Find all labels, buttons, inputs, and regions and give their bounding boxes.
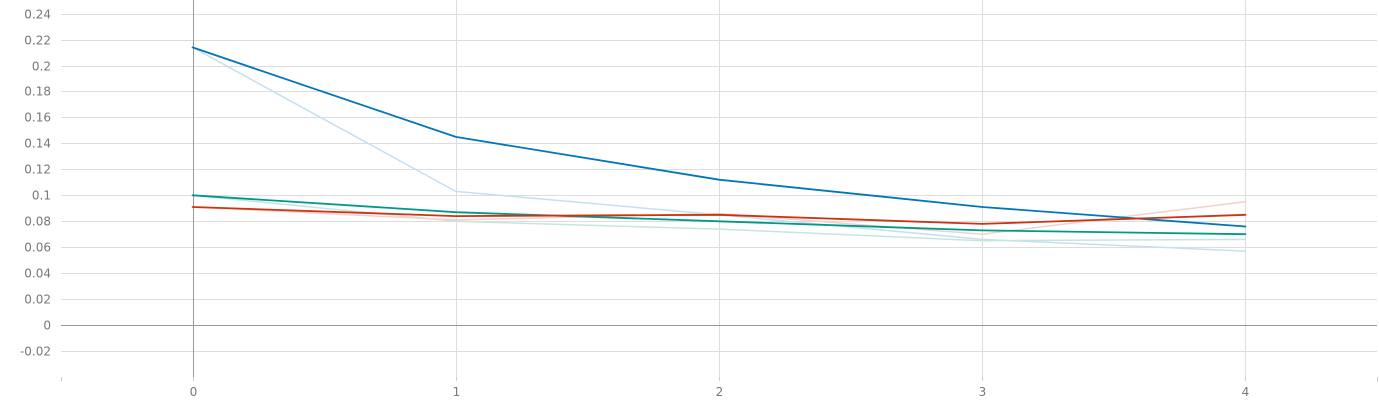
y-tick-label: 0.1	[32, 189, 51, 203]
y-tick-label: 0.14	[24, 137, 51, 151]
y-tick-label: 0.24	[24, 8, 51, 22]
series-line-red-smoothed	[191, 206, 1247, 225]
series-line-teal-smoothed	[191, 194, 1247, 236]
y-tick-label: -0.02	[20, 345, 51, 359]
x-tick-label: 3	[979, 385, 987, 399]
y-tick-label: 0.08	[24, 215, 51, 229]
y-tick-label: 0.2	[32, 60, 51, 74]
x-tick-label: 1	[453, 385, 461, 399]
series-line-red-raw	[191, 201, 1247, 235]
x-tick-label: 0	[190, 385, 198, 399]
y-tick-label: 0.02	[24, 293, 51, 307]
y-tick-label: 0.18	[24, 85, 51, 99]
y-tick-label: 0.22	[24, 34, 51, 48]
y-tick-label: 0.16	[24, 111, 51, 125]
series-line-blue-smoothed	[191, 46, 1247, 228]
x-tick-label: 2	[716, 385, 724, 399]
y-tick-label: 0.12	[24, 163, 51, 177]
y-tick-label: 0.06	[24, 241, 51, 255]
y-tick-label: 0.04	[24, 267, 51, 281]
y-tick-label: 0	[43, 319, 51, 333]
x-tick-label: 4	[1242, 385, 1250, 399]
